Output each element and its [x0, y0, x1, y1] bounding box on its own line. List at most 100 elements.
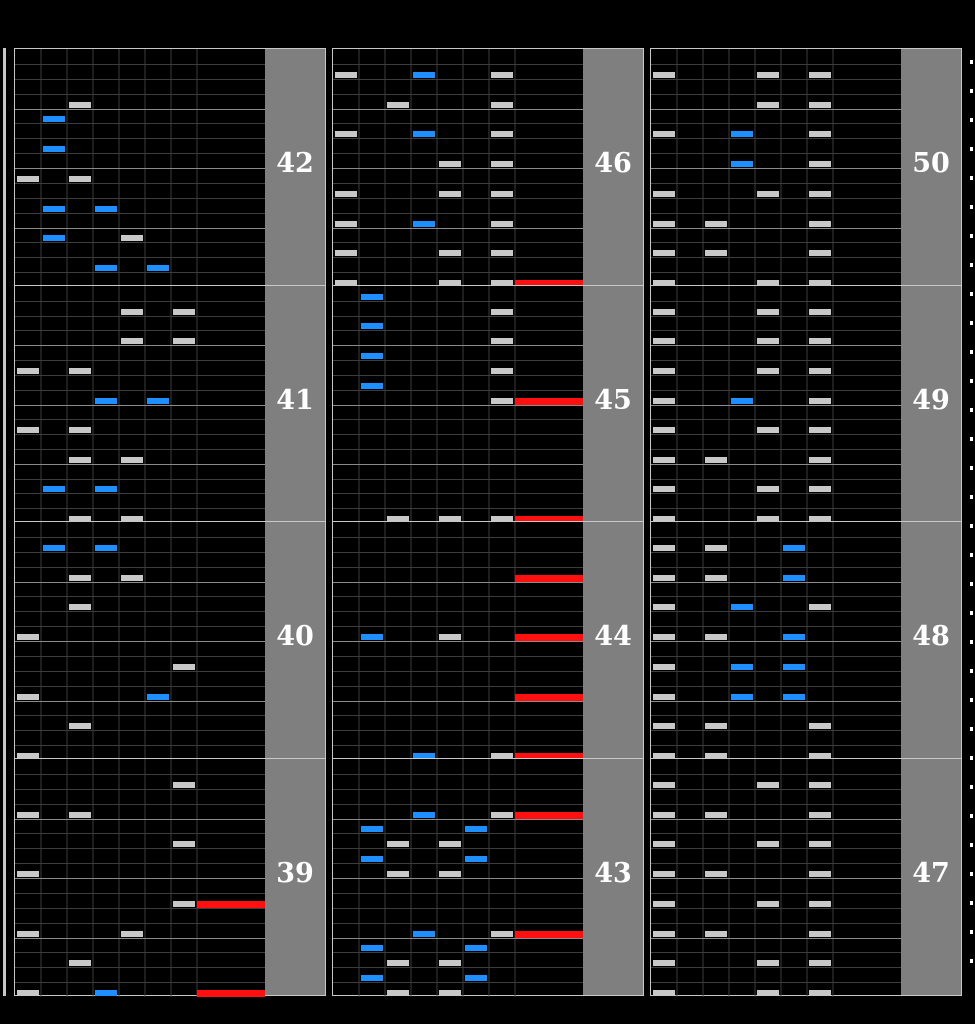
- white-note: [809, 753, 831, 759]
- blue-note: [43, 146, 65, 152]
- white-note: [809, 486, 831, 492]
- white-note: [491, 516, 513, 522]
- white-note: [757, 191, 779, 197]
- next-column-edge-mark: [970, 147, 973, 151]
- next-column-edge-mark: [970, 176, 973, 180]
- white-note: [653, 486, 675, 492]
- next-column-edge-mark: [970, 234, 973, 238]
- white-note: [809, 604, 831, 610]
- measure-number-panel: 47: [901, 759, 961, 995]
- blue-note: [361, 634, 383, 640]
- blue-note: [95, 265, 117, 271]
- white-note: [809, 931, 831, 937]
- measure-number: 44: [594, 621, 632, 652]
- white-note: [809, 102, 831, 108]
- blue-note: [43, 545, 65, 551]
- white-note: [69, 723, 91, 729]
- white-note: [69, 368, 91, 374]
- white-note: [653, 131, 675, 137]
- white-note: [491, 131, 513, 137]
- white-note: [17, 812, 39, 818]
- white-note: [809, 131, 831, 137]
- white-note: [653, 990, 675, 996]
- white-note: [17, 368, 39, 374]
- white-note: [121, 575, 143, 581]
- white-note: [705, 871, 727, 877]
- red-note: [515, 694, 583, 701]
- note-grid: [333, 286, 583, 523]
- blue-note: [95, 990, 117, 996]
- next-column-edge-mark: [970, 785, 973, 789]
- note-grid: [651, 49, 901, 287]
- white-note: [491, 250, 513, 256]
- white-note: [653, 664, 675, 670]
- white-note: [439, 841, 461, 847]
- next-column-edge-mark: [970, 292, 973, 296]
- measure-49: 49: [650, 285, 962, 523]
- blue-note: [361, 323, 383, 329]
- white-note: [757, 72, 779, 78]
- measure-number: 42: [276, 148, 314, 179]
- white-note: [387, 990, 409, 996]
- white-note: [653, 901, 675, 907]
- white-note: [705, 753, 727, 759]
- white-note: [809, 901, 831, 907]
- previous-column-edge: [3, 48, 6, 996]
- white-note: [121, 235, 143, 241]
- white-note: [653, 723, 675, 729]
- blue-note: [413, 131, 435, 137]
- next-column-edge-mark: [970, 379, 973, 383]
- white-note: [653, 871, 675, 877]
- measure-45: 45: [332, 285, 644, 523]
- white-note: [705, 931, 727, 937]
- next-column-edge-mark: [970, 930, 973, 934]
- blue-note: [147, 265, 169, 271]
- white-note: [17, 176, 39, 182]
- blue-note: [783, 575, 805, 581]
- white-note: [173, 901, 195, 907]
- blue-note: [731, 131, 753, 137]
- white-note: [653, 604, 675, 610]
- measure-number-panel: 48: [901, 522, 961, 758]
- measure-50: 50: [650, 48, 962, 287]
- blue-note: [361, 353, 383, 359]
- white-note: [439, 191, 461, 197]
- white-note: [809, 782, 831, 788]
- white-note: [757, 901, 779, 907]
- white-note: [705, 575, 727, 581]
- blue-note: [361, 945, 383, 951]
- measure-number: 45: [594, 385, 632, 416]
- blue-note: [43, 116, 65, 122]
- white-note: [757, 782, 779, 788]
- blue-note: [465, 826, 487, 832]
- white-note: [809, 221, 831, 227]
- white-note: [491, 161, 513, 167]
- measure-number: 48: [912, 621, 950, 652]
- measure-number: 46: [594, 148, 632, 179]
- blue-note: [465, 856, 487, 862]
- white-note: [335, 131, 357, 137]
- white-note: [17, 694, 39, 700]
- blue-note: [413, 812, 435, 818]
- white-note: [173, 782, 195, 788]
- white-note: [121, 457, 143, 463]
- measure-number-panel: 41: [265, 286, 325, 521]
- white-note: [809, 812, 831, 818]
- white-note: [653, 812, 675, 818]
- measure-46: 46: [332, 48, 644, 287]
- red-note: [515, 753, 583, 760]
- note-grid: [15, 522, 265, 760]
- next-column-edge-mark: [970, 205, 973, 209]
- white-note: [439, 516, 461, 522]
- next-column-edge-mark: [970, 437, 973, 441]
- white-note: [491, 398, 513, 404]
- next-column-edge-mark: [970, 640, 973, 644]
- white-note: [653, 575, 675, 581]
- blue-note: [783, 664, 805, 670]
- blue-note: [95, 545, 117, 551]
- white-note: [439, 161, 461, 167]
- white-note: [491, 753, 513, 759]
- blue-note: [43, 235, 65, 241]
- white-note: [653, 960, 675, 966]
- white-note: [69, 427, 91, 433]
